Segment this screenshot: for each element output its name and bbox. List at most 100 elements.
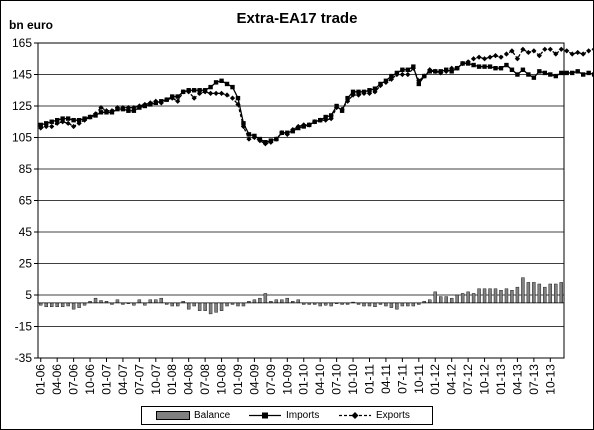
point-imports [471, 62, 476, 68]
point-exports [405, 71, 411, 78]
point-exports [213, 90, 219, 96]
x-tick-label: 10-08 [215, 364, 229, 395]
point-exports [301, 122, 307, 128]
point-exports [564, 48, 570, 54]
point-exports [427, 67, 433, 73]
point-exports [251, 134, 258, 141]
point-imports [76, 117, 82, 123]
point-imports [416, 81, 422, 87]
point-exports [492, 53, 499, 59]
bar-balance [176, 302, 180, 307]
legend-balance-swatch [156, 411, 190, 420]
point-exports [114, 104, 121, 111]
point-exports [454, 65, 460, 71]
x-tick-label: 07-07 [132, 364, 146, 395]
bar-balance [389, 302, 394, 308]
point-imports [71, 117, 76, 123]
point-exports [60, 119, 66, 125]
line-imports [40, 62, 594, 143]
point-imports [586, 70, 591, 76]
bar-balance [433, 291, 437, 304]
y-axis-unit-label: bn euro [9, 18, 53, 32]
point-imports [493, 66, 498, 71]
point-exports [350, 92, 356, 98]
point-imports [197, 88, 202, 93]
point-exports [109, 108, 115, 114]
x-tick-label: 07-11 [395, 364, 409, 394]
point-imports [564, 70, 569, 76]
y-tick-label: 65 [19, 194, 33, 208]
point-imports [175, 94, 180, 99]
point-exports [421, 73, 427, 79]
bar-balance [373, 302, 377, 308]
y-tick-label: -15 [15, 320, 33, 334]
bar-balance [521, 277, 525, 304]
bar-balance [537, 283, 542, 304]
x-tick-label: 04-06 [50, 364, 64, 395]
bar-balance [559, 282, 563, 304]
point-imports [449, 69, 454, 74]
point-exports [257, 138, 263, 144]
bar-balance [192, 302, 196, 307]
point-exports [470, 56, 477, 62]
y-tick-label: -35 [15, 351, 33, 365]
point-imports [224, 81, 230, 87]
point-imports [548, 72, 553, 77]
point-exports [344, 98, 351, 104]
point-exports [449, 65, 455, 71]
point-exports [81, 117, 88, 123]
bar-balance [548, 283, 553, 304]
x-tick-label: 04-08 [182, 364, 196, 395]
x-tick-label: 10-12 [478, 364, 492, 395]
point-exports [361, 90, 367, 96]
bar-balance [510, 290, 514, 304]
point-exports [202, 89, 208, 95]
point-imports [230, 84, 235, 90]
legend-item-exports: Exports [338, 409, 410, 422]
bar-balance [115, 299, 120, 304]
point-exports [410, 65, 416, 71]
point-exports [207, 90, 214, 96]
bar-balance [362, 302, 366, 307]
x-tick-label: 07-08 [198, 364, 212, 395]
point-exports [147, 100, 153, 106]
point-imports [126, 108, 131, 113]
x-tick-label: 01-13 [494, 364, 508, 395]
bar-balance [77, 302, 81, 308]
point-exports [268, 139, 274, 145]
bar-balance [241, 302, 246, 307]
bar-balance [477, 288, 481, 304]
bar-balance [543, 286, 547, 304]
point-exports [503, 51, 510, 57]
y-tick-label: 125 [12, 99, 32, 113]
bar-balance [203, 302, 207, 311]
bar-balance [428, 299, 432, 304]
point-exports [569, 51, 575, 57]
x-tick-label: 07-09 [264, 364, 278, 395]
x-tick-label: 01-10 [297, 364, 311, 395]
point-imports [38, 122, 43, 128]
point-imports [367, 88, 372, 93]
x-tick-label: 10-11 [412, 364, 426, 394]
x-tick-label: 01-08 [165, 364, 179, 395]
point-exports [175, 98, 181, 104]
point-imports [65, 116, 71, 121]
x-tick-label: 04-12 [445, 364, 459, 395]
point-exports [465, 59, 471, 65]
legend-imports-label: Imports [286, 410, 320, 421]
point-imports [559, 70, 564, 76]
point-exports [372, 89, 378, 95]
point-exports [476, 54, 482, 60]
point-exports [498, 54, 504, 60]
x-tick-label: 04-09 [247, 364, 261, 395]
bar-balance [55, 302, 59, 308]
point-imports [350, 89, 356, 95]
bar-balance [411, 302, 416, 307]
point-exports [49, 123, 55, 130]
point-exports [38, 125, 44, 131]
point-exports [328, 116, 334, 122]
bar-balance [515, 286, 520, 304]
point-imports [191, 88, 197, 93]
bar-balance [186, 302, 191, 310]
bar-balance [252, 299, 257, 304]
